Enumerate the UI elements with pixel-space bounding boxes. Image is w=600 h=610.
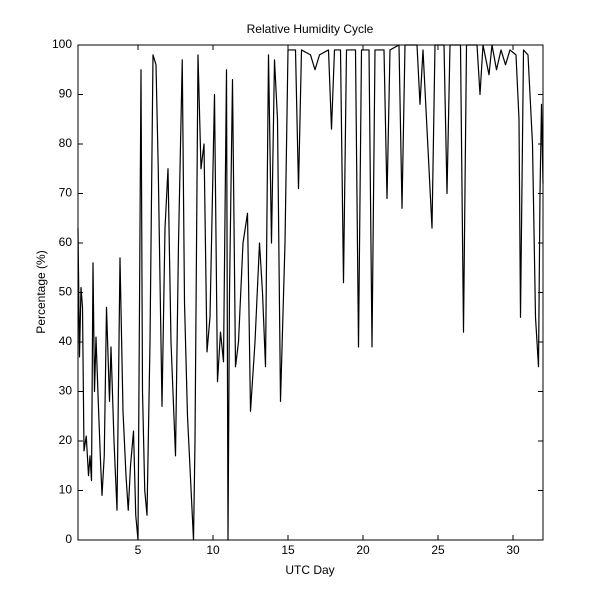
y-tick-label: 0 (65, 532, 72, 546)
x-tick-label: 30 (506, 543, 520, 557)
y-tick-label: 40 (59, 334, 73, 348)
y-tick-label: 10 (59, 483, 73, 497)
y-tick-label: 100 (52, 37, 72, 51)
y-tick-label: 20 (59, 433, 73, 447)
x-tick-label: 20 (356, 543, 370, 557)
y-tick-label: 30 (59, 384, 73, 398)
y-tick-label: 60 (59, 235, 73, 249)
x-tick-label: 25 (431, 543, 445, 557)
y-tick-label: 70 (59, 186, 73, 200)
data-line (77, 44, 544, 541)
x-tick-label: 10 (206, 543, 220, 557)
y-tick-label: 80 (59, 136, 73, 150)
y-axis-label: Percentage (%) (34, 250, 48, 333)
y-tick-label: 90 (59, 87, 73, 101)
y-tick-label: 50 (59, 285, 73, 299)
x-axis-label: UTC Day (285, 563, 334, 577)
x-tick-label: 5 (135, 543, 142, 557)
chart-title: Relative Humidity Cycle (247, 22, 374, 36)
x-tick-label: 15 (281, 543, 295, 557)
